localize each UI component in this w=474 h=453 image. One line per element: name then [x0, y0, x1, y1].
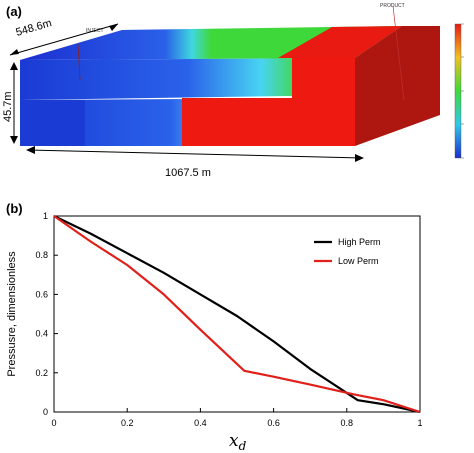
y-tick-label: 1	[43, 211, 48, 221]
height-arrow-head-top	[10, 62, 18, 70]
colorbar	[454, 23, 462, 159]
y-tick-label: 0.2	[35, 368, 48, 378]
legend-label: Low Perm	[338, 256, 379, 266]
y-tick-label: 0	[43, 407, 48, 417]
width-arrow-head-start	[10, 49, 19, 55]
length-arrow-head-start	[26, 146, 35, 154]
axis-ticks	[53, 215, 421, 413]
x-tick-label: 0.2	[121, 418, 134, 428]
y-axis-title: Pressusre, dimensionless	[6, 251, 18, 377]
panel-a-label: (a)	[6, 4, 22, 19]
length-arrow-head-end	[355, 154, 364, 162]
y-tick-label: 0.6	[35, 289, 48, 299]
reservoir-block-figure: INJECT PRODUCT 548.6m 45.7m 1067.5 m	[2, 3, 464, 179]
length-arrow	[27, 149, 363, 159]
block-front-red-lower	[182, 98, 355, 146]
tick-labels: 0 0.2 0.4 0.6 0.8 1 0 0.2 0.4 0.6 0.8 1	[35, 211, 422, 428]
product-label: PRODUCT	[380, 3, 405, 9]
series-line-low-perm	[53, 215, 421, 414]
series-lines	[53, 215, 421, 414]
block-top-face-red	[278, 26, 402, 58]
legend: High Perm Low Perm	[314, 237, 381, 266]
legend-label: High Perm	[338, 237, 381, 247]
length-dimension-label: 1067.5 m	[165, 167, 211, 179]
width-arrow-head-end	[109, 24, 118, 31]
x-tick-label: 1	[417, 418, 422, 428]
height-arrow-head-bottom	[10, 136, 18, 144]
plot-area	[53, 215, 421, 413]
x-tick-label: 0.4	[194, 418, 207, 428]
product-well	[392, 5, 405, 101]
width-arrow	[9, 23, 119, 56]
width-dimension-label: 548.6m	[15, 17, 54, 39]
panel-b-label: (b)	[6, 201, 23, 216]
y-tick-label: 0.4	[35, 329, 48, 339]
colorbar-ticks	[461, 23, 464, 159]
block-right-face	[355, 26, 440, 146]
x-tick-label: 0.8	[341, 418, 354, 428]
series-line-high-perm	[53, 215, 421, 414]
x-tick-label: 0.6	[267, 418, 280, 428]
inject-well	[77, 43, 81, 81]
plot-frame	[53, 215, 421, 413]
block-front-red-upper	[292, 58, 355, 100]
height-dimension-label: 45.7m	[2, 91, 14, 122]
block-front-upper	[20, 58, 355, 100]
x-tick-label: 0	[51, 418, 56, 428]
y-tick-label: 0.8	[35, 250, 48, 260]
block-front-blue-step	[20, 100, 85, 146]
x-axis-title: xd	[229, 431, 247, 453]
